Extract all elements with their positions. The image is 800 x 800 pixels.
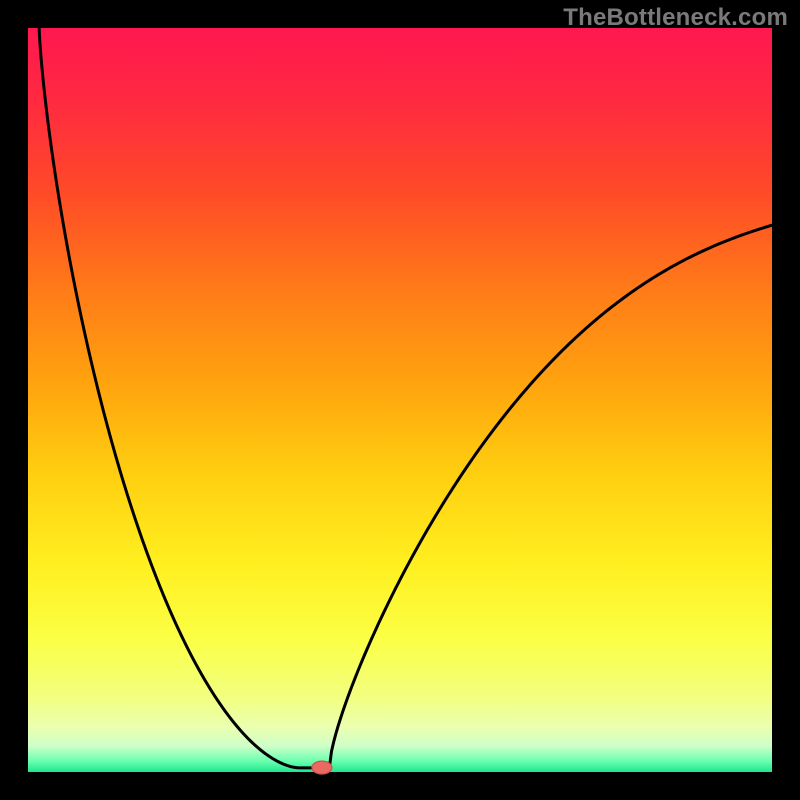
plot-background bbox=[28, 28, 772, 772]
bottleneck-chart bbox=[0, 0, 800, 800]
optimum-marker bbox=[312, 761, 332, 774]
watermark-text: TheBottleneck.com bbox=[563, 4, 788, 32]
